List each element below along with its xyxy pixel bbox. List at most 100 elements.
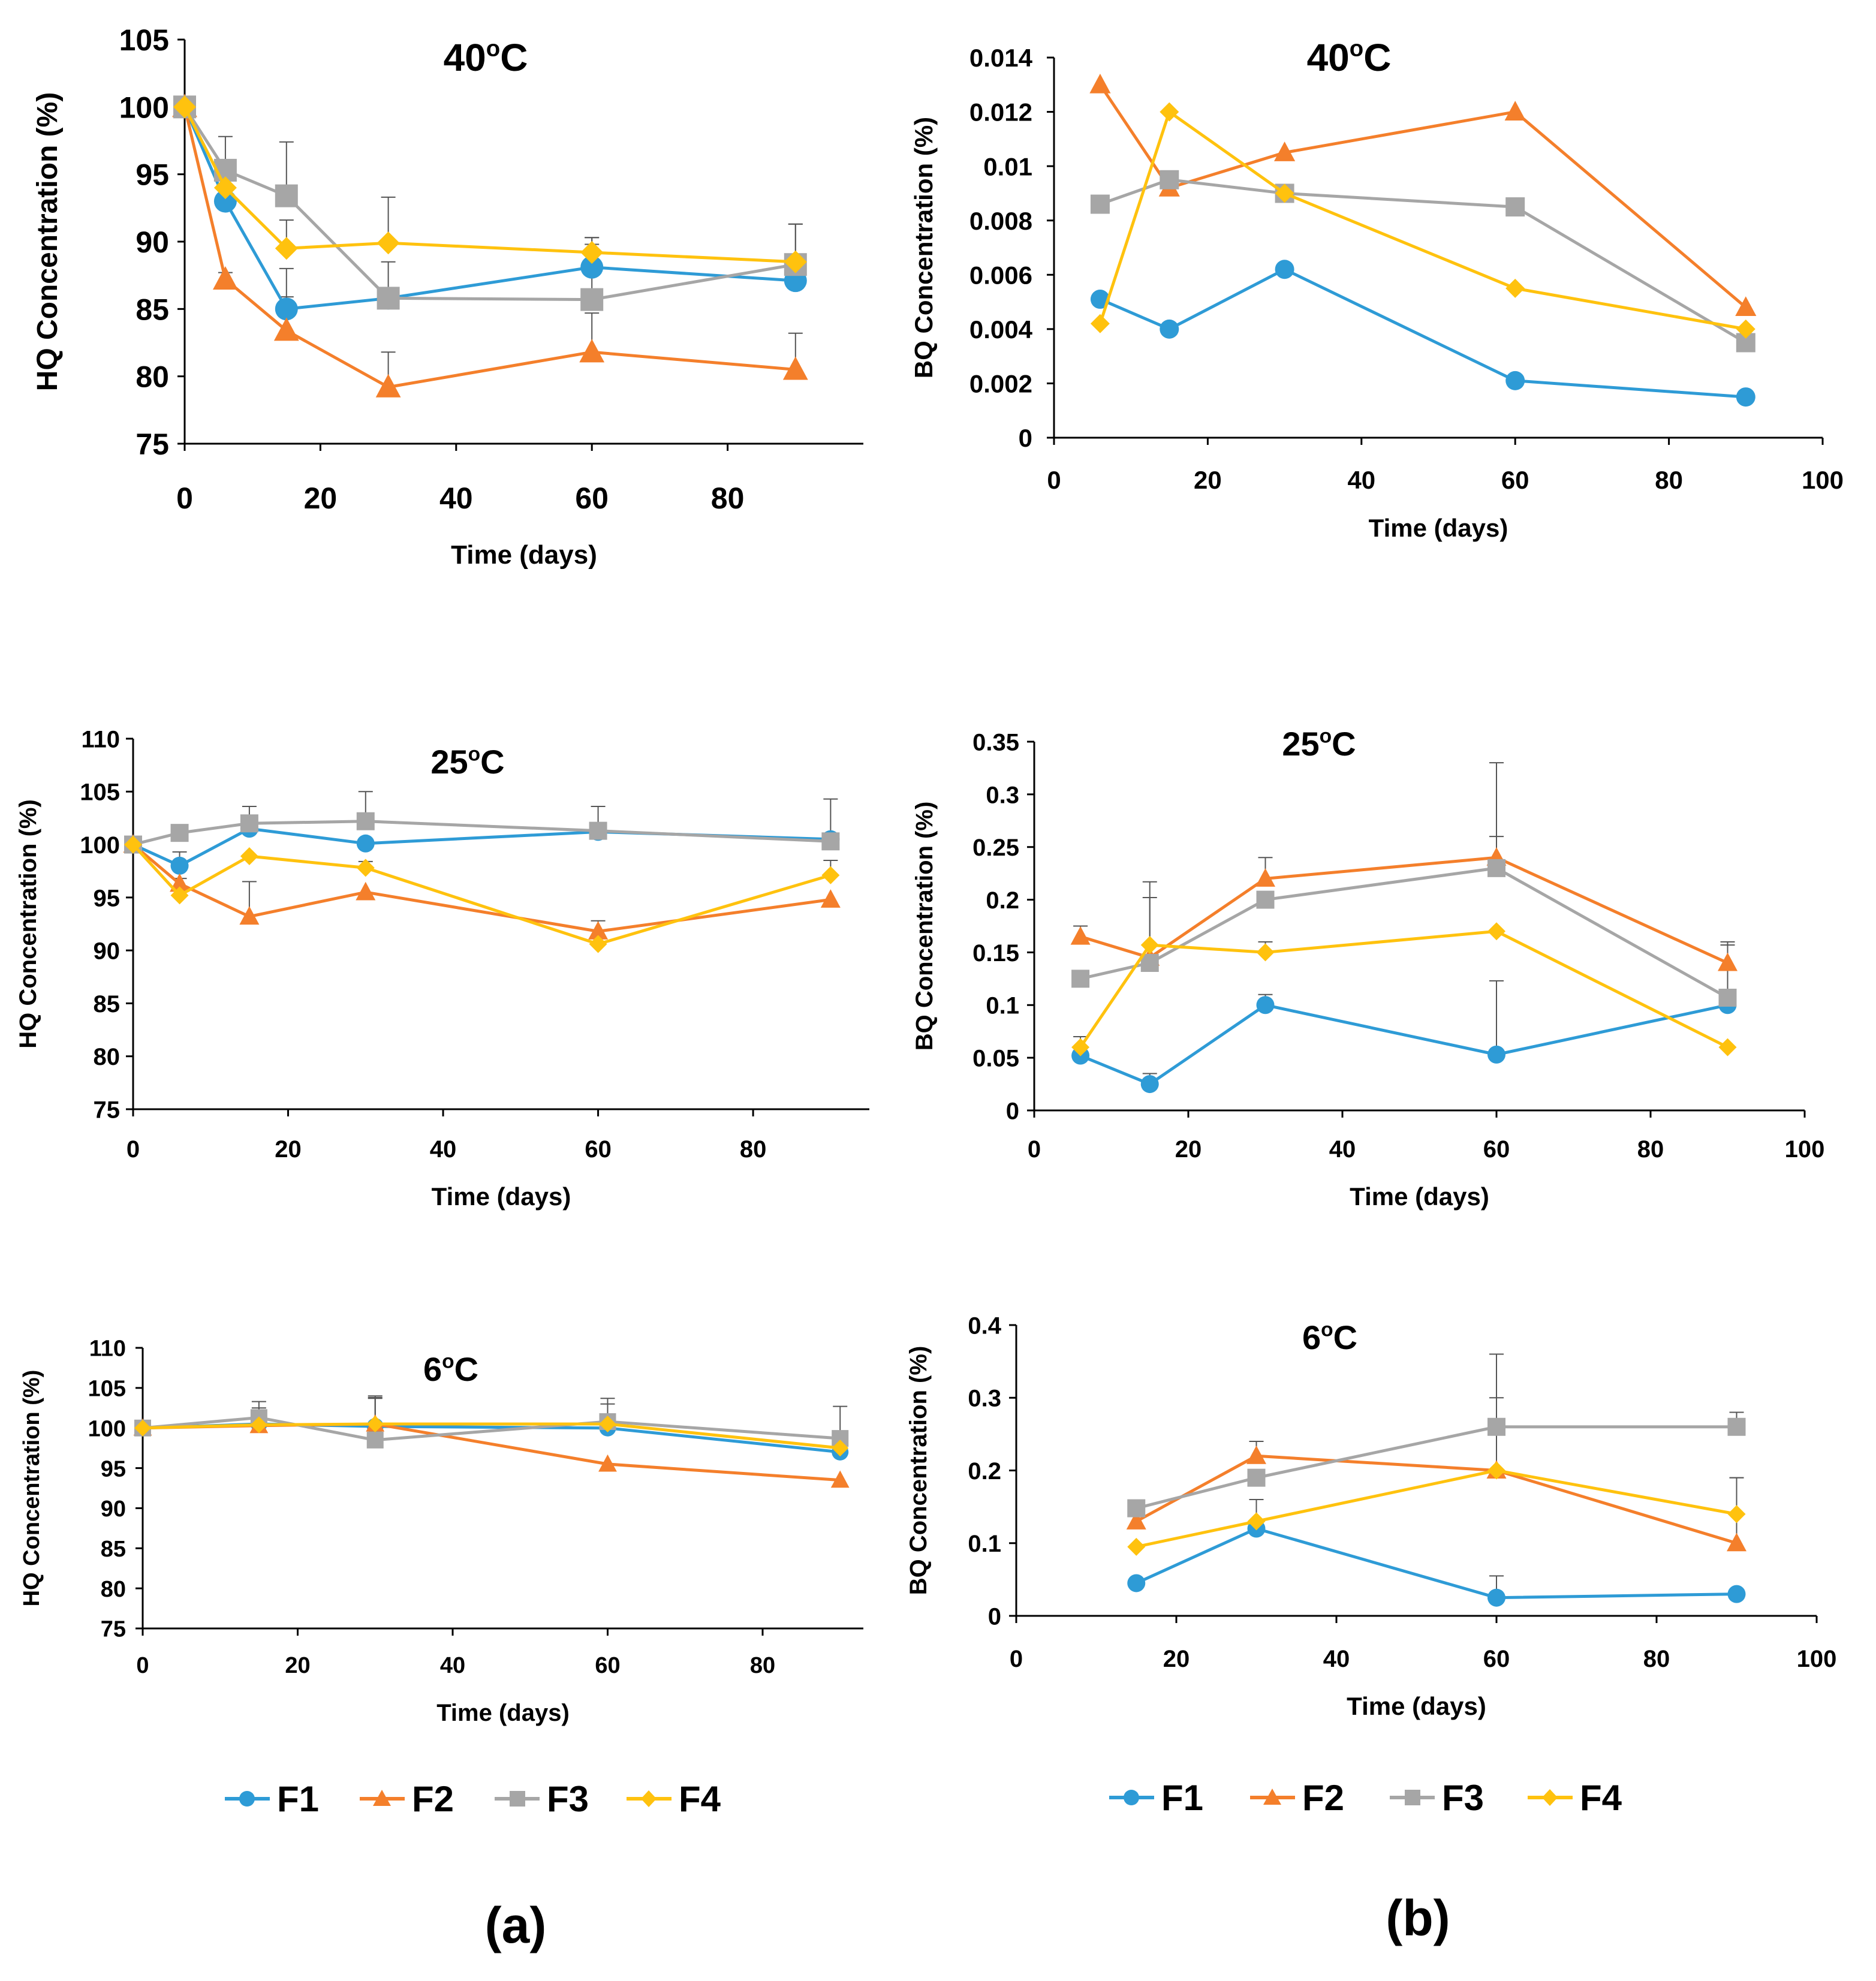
data-point-F1 — [1140, 1075, 1159, 1094]
x-tick-label: 100 — [1797, 1646, 1837, 1672]
legend-label: F2 — [412, 1779, 454, 1819]
data-point-F3 — [1505, 197, 1525, 217]
y-tick-label: 0.1 — [986, 993, 1019, 1019]
y-tick-label: 0.008 — [969, 207, 1032, 235]
series-F3 — [124, 812, 840, 854]
legend-entry-F4: F4 — [1528, 1778, 1622, 1818]
data-point-F4 — [1736, 319, 1755, 339]
error-bars-F2 — [1073, 836, 1735, 963]
data-point-F4 — [377, 231, 400, 255]
data-point-F1 — [580, 255, 604, 279]
data-point-F3 — [580, 288, 604, 311]
chart-title-unit: C — [1363, 36, 1391, 79]
series-line-F4 — [183, 106, 796, 264]
chart-title-value: 40 — [1307, 36, 1350, 79]
x-tick-label: 80 — [1655, 466, 1683, 494]
y-tick-label: 0 — [988, 1603, 1001, 1630]
x-tick-label: 0 — [136, 1653, 149, 1678]
legend-marker-circle — [1124, 1790, 1139, 1805]
series-line-F1 — [1080, 1003, 1729, 1086]
data-point-F4 — [1505, 278, 1525, 298]
error-bars-F2 — [218, 272, 803, 387]
chart-title-value: 40 — [444, 36, 486, 79]
y-tick-label: 110 — [89, 1336, 126, 1362]
data-point-F2 — [782, 356, 808, 380]
legend-marker-circle — [239, 1791, 255, 1807]
data-point-F2 — [1255, 868, 1275, 887]
data-point-F2 — [1274, 142, 1296, 161]
series-line-F1 — [1099, 267, 1746, 399]
x-axis-title: Time (days) — [432, 1182, 571, 1211]
data-point-F3 — [1090, 194, 1110, 214]
error-bars-F4 — [358, 860, 838, 875]
data-point-F3 — [356, 812, 375, 830]
y-tick-label: 80 — [101, 1577, 126, 1602]
legend-marker-diamond — [1542, 1789, 1558, 1806]
y-tick-label: 0.3 — [968, 1386, 1001, 1412]
data-point-F2 — [170, 873, 190, 892]
y-tick-label: 110 — [81, 726, 120, 752]
series-line-F3 — [1080, 866, 1729, 999]
data-point-F3 — [377, 287, 400, 310]
legend-entry-F2: F2 — [1250, 1778, 1344, 1818]
data-point-F2 — [588, 921, 609, 940]
chart-title: 25oC — [1282, 725, 1356, 763]
chart-title: 6oC — [1302, 1318, 1357, 1356]
x-tick-label: 20 — [1175, 1136, 1202, 1163]
data-point-F2 — [820, 889, 841, 908]
data-point-F2 — [830, 1470, 850, 1488]
chart-title-unit: C — [480, 743, 504, 781]
series-F2 — [172, 94, 808, 398]
chart-title-value: 6 — [1302, 1318, 1321, 1356]
data-point-F2 — [1089, 73, 1111, 94]
chart-title-unit: C — [500, 36, 528, 79]
x-tick-label: 80 — [750, 1653, 775, 1678]
x-tick-label: 60 — [1501, 466, 1529, 494]
x-axis-title: Time (days) — [1369, 514, 1508, 542]
chart-title: 25oC — [430, 743, 504, 781]
chart-hq25: 75 80 85 90 95 100 105 110 0 20 40 60 80 Time (days) H… — [15, 726, 869, 1211]
y-axis-title: HQ Concentration (%) — [32, 92, 64, 392]
data-point-F2 — [1126, 1511, 1146, 1530]
series-F4 — [134, 1416, 849, 1457]
x-tick-label: 0 — [1047, 466, 1061, 494]
x-tick-label: 0 — [1010, 1646, 1023, 1672]
x-tick-label: 40 — [1347, 466, 1375, 494]
data-point-F3 — [1071, 970, 1090, 988]
data-point-F1 — [1090, 290, 1110, 309]
x-tick-label: 80 — [711, 481, 745, 515]
x-axis-title: Time (days) — [1350, 1182, 1489, 1211]
y-tick-label: 105 — [119, 23, 169, 57]
series-line-F3 — [133, 820, 831, 846]
data-point-F1 — [1256, 996, 1275, 1014]
error-bars-F3 — [1489, 1353, 1744, 1427]
data-point-F4 — [240, 847, 258, 865]
series-line-F2 — [142, 1422, 841, 1482]
legend-label: F3 — [547, 1779, 589, 1819]
data-point-F2 — [1718, 952, 1738, 971]
data-point-F4 — [1487, 1461, 1505, 1480]
legend-marker-triangle — [373, 1790, 391, 1806]
data-point-F1 — [1127, 1574, 1146, 1592]
legend-label: F3 — [1442, 1778, 1484, 1818]
series-F4 — [173, 95, 807, 273]
x-tick-label: 20 — [285, 1653, 310, 1678]
series-line-F4 — [1098, 110, 1746, 331]
legend-entry-F2: F2 — [360, 1779, 454, 1819]
x-tick-label: 100 — [1785, 1136, 1825, 1163]
x-tick-label: 40 — [430, 1136, 457, 1163]
legend-marker-diamond — [641, 1790, 657, 1807]
series-line-F2 — [132, 843, 831, 933]
series-F4 — [1090, 102, 1755, 339]
legend-entry-F1: F1 — [1109, 1778, 1203, 1818]
chart-title-degree: o — [442, 1351, 454, 1373]
series-F1 — [1090, 260, 1755, 407]
series-line-F1 — [1136, 1527, 1737, 1600]
y-tick-label: 0.4 — [968, 1312, 1001, 1339]
series-line-F1 — [183, 106, 796, 311]
series-line-F1 — [132, 827, 831, 868]
x-tick-label: 80 — [740, 1136, 767, 1163]
y-tick-label: 0.014 — [969, 44, 1033, 72]
y-axis-title: BQ Concentration (%) — [911, 802, 938, 1051]
y-tick-label: 0.01 — [983, 152, 1032, 180]
